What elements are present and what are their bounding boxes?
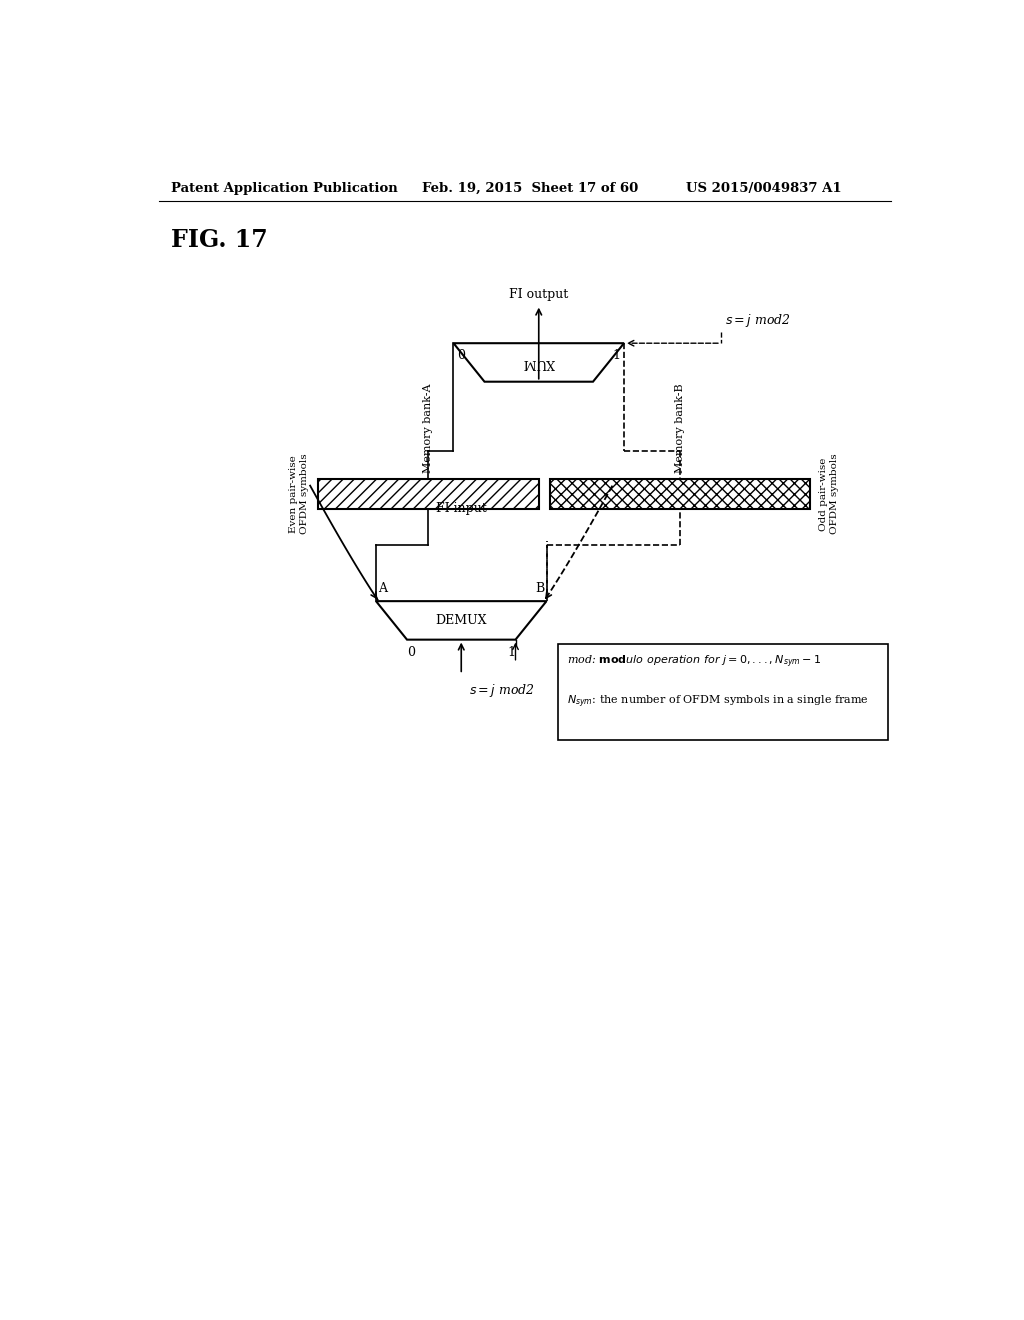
Text: $s=j$ mod2: $s=j$ mod2	[469, 682, 535, 700]
Text: $N_{sym}$: the number of OFDM symbols in a single frame: $N_{sym}$: the number of OFDM symbols in…	[567, 693, 869, 710]
Text: US 2015/0049837 A1: US 2015/0049837 A1	[686, 182, 842, 194]
Text: mod: $\mathbf{mod}ulo\ operation\ for\ j = 0,..., N_{sym} - 1$: mod: $\mathbf{mod}ulo\ operation\ for\ j…	[567, 653, 821, 671]
Text: FI output: FI output	[509, 288, 568, 301]
Text: FI input: FI input	[436, 502, 486, 515]
Text: XUM: XUM	[522, 356, 555, 370]
Text: Patent Application Publication: Patent Application Publication	[171, 182, 397, 194]
Text: Even pair-wise
OFDM symbols: Even pair-wise OFDM symbols	[289, 454, 308, 535]
Bar	[558, 644, 888, 739]
Text: Odd pair-wise
OFDM symbols: Odd pair-wise OFDM symbols	[819, 454, 839, 535]
Text: 0: 0	[458, 350, 465, 363]
Bar	[317, 479, 539, 508]
Text: DEMUX: DEMUX	[435, 614, 487, 627]
Bar	[550, 479, 810, 508]
Text: Memory bank-A: Memory bank-A	[423, 384, 433, 474]
Text: B: B	[536, 582, 545, 595]
Text: Feb. 19, 2015  Sheet 17 of 60: Feb. 19, 2015 Sheet 17 of 60	[423, 182, 639, 194]
Text: 1: 1	[612, 350, 621, 363]
Text: Memory bank-B: Memory bank-B	[675, 384, 685, 474]
Text: $s=j$ mod2: $s=j$ mod2	[725, 312, 791, 329]
Text: 1: 1	[508, 645, 516, 659]
Text: FIG. 17: FIG. 17	[171, 227, 267, 252]
Text: A: A	[378, 582, 387, 595]
Text: 0: 0	[407, 645, 415, 659]
